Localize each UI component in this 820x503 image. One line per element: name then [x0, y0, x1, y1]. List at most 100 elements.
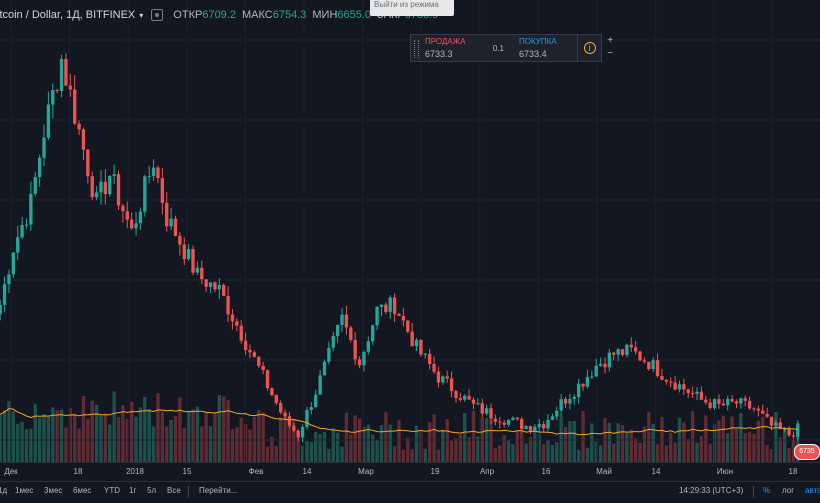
candle-body	[406, 320, 410, 332]
volume-bar	[2, 409, 7, 462]
volume-bar	[156, 393, 160, 462]
range-all[interactable]: Все	[167, 486, 181, 495]
candle-body	[279, 403, 283, 413]
range-ytd[interactable]: YTD	[104, 486, 120, 495]
eye-icon[interactable]	[151, 9, 164, 21]
candle-body	[314, 394, 318, 408]
candle-body	[37, 157, 42, 177]
auto-toggle[interactable]: авто	[805, 486, 820, 495]
info-button[interactable]: i	[577, 34, 603, 62]
candle-body	[2, 284, 7, 305]
clock[interactable]: 14:29:33 (UTC+3)	[679, 486, 744, 495]
volume-bar	[200, 426, 204, 462]
volume-bar	[309, 441, 314, 462]
range-6m[interactable]: 6мес	[73, 486, 92, 495]
volume-bar	[704, 415, 708, 462]
volume-bar	[283, 414, 287, 462]
volume-bar	[734, 428, 739, 462]
trade-panel: ПРОДАЖА 6733.3 0.1 ПОКУПКА 6733.4 i + −	[410, 34, 616, 62]
candle-body	[428, 353, 432, 365]
range-5y[interactable]: 5л	[147, 486, 157, 495]
candle-body	[480, 403, 484, 414]
volume-bar	[0, 414, 2, 462]
x-label: Май	[596, 467, 612, 476]
candle-body	[441, 376, 445, 383]
candle-body	[138, 211, 143, 224]
volume-bar	[721, 415, 725, 462]
volume-bar	[305, 441, 309, 462]
volume-bar	[449, 440, 454, 462]
candle-body	[598, 363, 603, 366]
volume-bar	[559, 415, 563, 462]
volume-bar	[651, 423, 655, 462]
volume-bar	[625, 432, 629, 462]
goto-button[interactable]: Перейти...	[199, 486, 238, 495]
volume-bar	[585, 447, 590, 462]
candle-body	[625, 344, 629, 355]
volume-bar	[524, 443, 528, 462]
buy-button[interactable]: ПОКУПКА 6733.4	[513, 34, 578, 62]
candle-body	[322, 361, 327, 376]
volume-bar	[432, 414, 436, 462]
candle-body	[134, 223, 138, 229]
sell-label: ПРОДАЖА	[425, 37, 466, 46]
volume-bar	[252, 416, 257, 462]
divider	[753, 486, 754, 497]
candle-body	[782, 428, 787, 430]
candle-body	[410, 331, 414, 347]
candle-body	[537, 424, 541, 428]
volume-bar	[778, 437, 782, 462]
candle-body	[642, 360, 647, 362]
candle-body	[160, 178, 165, 203]
volume-bar	[353, 415, 357, 462]
candle-body	[484, 408, 489, 414]
candle-body	[99, 181, 103, 193]
candle-body	[169, 218, 173, 227]
chevron-down-icon[interactable]: ▾	[139, 10, 144, 20]
volume-bar	[752, 433, 756, 462]
time-axis[interactable]: Дек 18 2018 15 Фев 14 Мар 19 Апр 16 Май …	[0, 462, 820, 479]
volume-bar	[467, 437, 471, 462]
x-label: 15	[182, 467, 192, 476]
range-1y[interactable]: 1г	[129, 486, 137, 495]
candle-body	[186, 249, 191, 260]
candle-body	[730, 399, 734, 402]
volume-bar	[222, 396, 226, 462]
candle-body	[682, 384, 686, 390]
candle-body	[257, 356, 261, 367]
volume-bar	[471, 410, 476, 462]
volume-bar	[669, 432, 673, 462]
plus-button[interactable]: +	[607, 35, 614, 46]
sell-button[interactable]: ПРОДАЖА 6733.3	[410, 34, 484, 62]
volume-bar	[73, 413, 77, 462]
candle-body	[388, 297, 392, 312]
log-toggle[interactable]: лог	[782, 486, 795, 495]
candle-body	[528, 426, 533, 431]
candle-body	[235, 321, 239, 326]
volume-bar	[55, 410, 59, 462]
range-1d[interactable]: 1д	[0, 486, 8, 495]
candle-body	[612, 352, 616, 355]
candle-body	[699, 391, 704, 400]
percent-toggle[interactable]: %	[763, 486, 771, 495]
volume-bar	[673, 442, 677, 462]
volume-bar	[195, 406, 200, 462]
candle-body	[577, 383, 581, 397]
divider	[188, 486, 189, 497]
symbol-title[interactable]: itcoin / Dollar, 1Д, BITFINEX	[0, 9, 136, 21]
range-1m[interactable]: 1мес	[15, 486, 34, 495]
volume-bar	[33, 403, 37, 462]
candle-body	[778, 422, 782, 429]
minus-button[interactable]: −	[607, 48, 614, 59]
volume-bar	[230, 429, 235, 462]
range-3m[interactable]: 3мес	[44, 486, 63, 495]
candle-body	[524, 426, 528, 429]
candle-body	[335, 324, 340, 337]
candle-body	[125, 211, 129, 220]
candle-body	[765, 413, 769, 417]
volume-bar	[616, 423, 620, 462]
volume-bar	[340, 446, 344, 462]
candle-body	[108, 176, 112, 195]
buy-label: ПОКУПКА	[519, 37, 557, 46]
